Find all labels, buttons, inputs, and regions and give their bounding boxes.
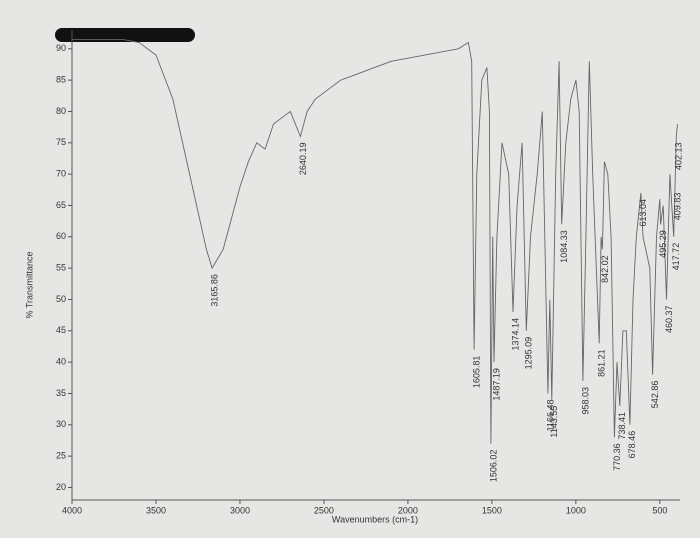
y-tick-label: 60 xyxy=(56,231,66,241)
peak-label: 1143.55 xyxy=(549,406,559,438)
y-tick-label: 85 xyxy=(56,75,66,85)
peak-label: 1084.33 xyxy=(559,230,569,263)
peak-label: 1506.02 xyxy=(488,450,498,483)
y-tick-label: 35 xyxy=(56,388,66,398)
peak-label: 2640.19 xyxy=(298,143,308,176)
peak-label: 958.03 xyxy=(580,387,590,415)
peak-label: 738.41 xyxy=(617,412,627,440)
x-tick-label: 500 xyxy=(652,505,667,515)
x-tick-label: 2500 xyxy=(314,505,334,515)
peak-label: 495.29 xyxy=(658,230,668,258)
x-tick-label: 3000 xyxy=(230,505,250,515)
x-tick-label: 4000 xyxy=(62,505,82,515)
y-tick-label: 25 xyxy=(56,451,66,461)
peak-label: 409.83 xyxy=(672,193,682,221)
peak-label: 613.04 xyxy=(638,199,648,227)
y-tick-label: 75 xyxy=(56,137,66,147)
peak-label: 402.13 xyxy=(674,143,684,171)
peak-label: 678.46 xyxy=(627,431,637,459)
redaction xyxy=(55,28,195,42)
peak-label: 1487.19 xyxy=(491,368,501,401)
peak-label: 1374.14 xyxy=(510,318,520,351)
x-tick-label: 1500 xyxy=(482,505,502,515)
y-tick-label: 65 xyxy=(56,200,66,210)
y-tick-label: 40 xyxy=(56,357,66,367)
spectrum-line xyxy=(72,38,678,444)
y-axis-label: % Transmittance xyxy=(24,251,34,318)
y-tick-label: 70 xyxy=(56,169,66,179)
y-tick-label: 80 xyxy=(56,106,66,116)
peak-label: 842.02 xyxy=(600,255,610,283)
peak-label: 542.86 xyxy=(650,381,660,409)
y-tick-label: 90 xyxy=(56,43,66,53)
x-axis-label: Wavenumbers (cm-1) xyxy=(332,514,418,524)
peak-label: 1605.81 xyxy=(471,356,481,389)
peak-label: 770.36 xyxy=(612,443,622,471)
peak-label: 460.37 xyxy=(664,305,674,333)
y-tick-label: 30 xyxy=(56,419,66,429)
peak-label: 1295.09 xyxy=(524,337,534,370)
y-tick-label: 45 xyxy=(56,325,66,335)
x-tick-label: 3500 xyxy=(146,505,166,515)
peak-label: 1166.48 xyxy=(545,399,555,431)
y-tick-label: 20 xyxy=(56,482,66,492)
y-tick-label: 55 xyxy=(56,263,66,273)
peak-label: 417.72 xyxy=(671,243,681,271)
peak-label: 861.21 xyxy=(597,349,607,377)
x-tick-label: 2000 xyxy=(398,505,418,515)
y-tick-label: 50 xyxy=(56,294,66,304)
x-tick-label: 1000 xyxy=(566,505,586,515)
peak-label: 3165.86 xyxy=(209,274,219,307)
